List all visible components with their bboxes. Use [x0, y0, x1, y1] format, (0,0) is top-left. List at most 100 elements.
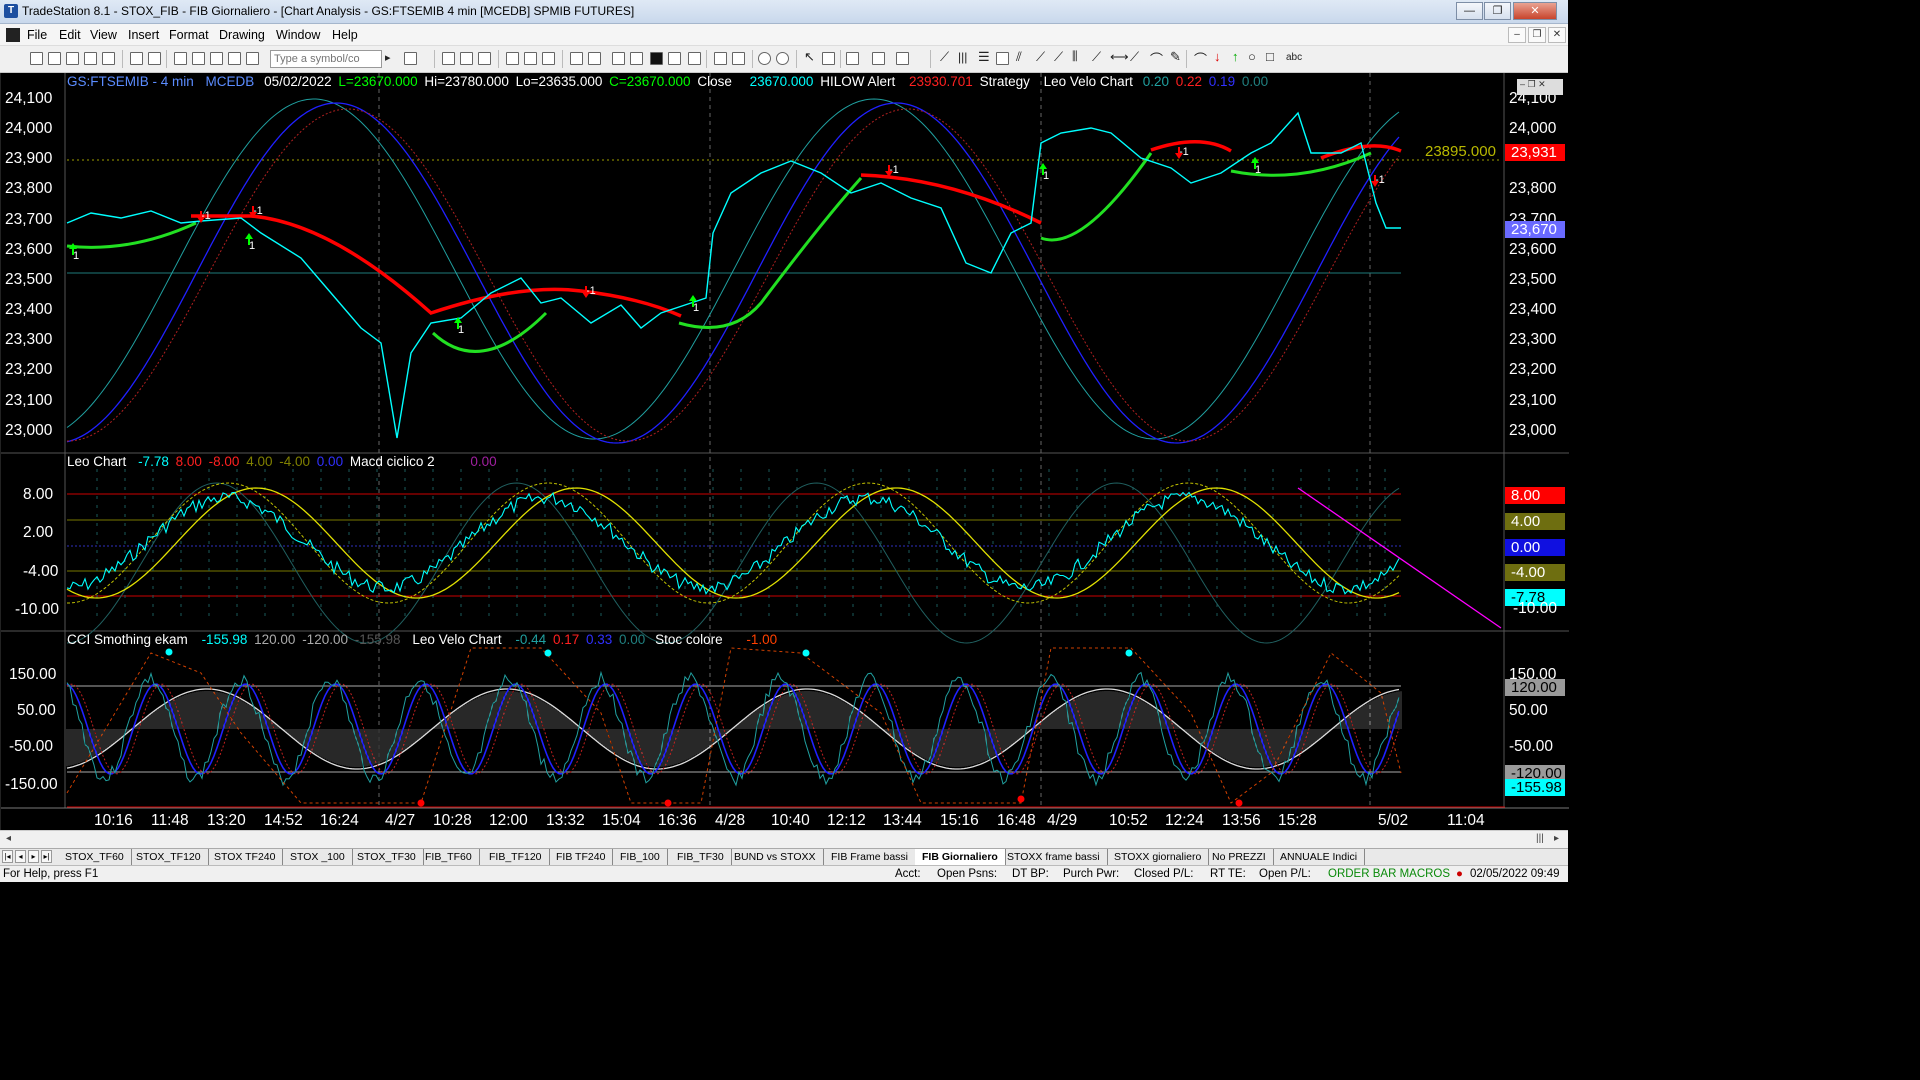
menu-format[interactable]: Format [169, 28, 209, 42]
candlestick-icon[interactable] [650, 52, 663, 65]
menu-insert[interactable]: Insert [128, 28, 160, 42]
down-arrow-icon[interactable]: ↓ [1214, 49, 1221, 64]
insert-indicator-icon[interactable] [460, 52, 473, 65]
tab-annuale-indici[interactable]: ANNUALE Indici [1273, 849, 1366, 865]
cut-icon[interactable] [174, 52, 187, 65]
print-icon[interactable] [148, 52, 161, 65]
line-chart-icon[interactable] [668, 52, 681, 65]
tab-fib-tf30[interactable]: FIB_TF30 [670, 849, 732, 865]
alert-icon[interactable] [896, 52, 909, 65]
bar-spacing-decrease-icon[interactable] [714, 52, 727, 65]
data-tip-icon[interactable] [822, 52, 835, 65]
tab-stox-tf30[interactable]: STOX_TF30 [350, 849, 424, 865]
mdi-minimize-button[interactable]: – [1508, 27, 1526, 43]
tab-stoxx-frame-bassi[interactable]: STOXX frame bassi [1000, 849, 1108, 865]
ellipse-icon[interactable]: ○ [1248, 49, 1256, 64]
zoom-out-icon[interactable] [776, 52, 789, 65]
tab-first-icon[interactable]: |◂ [2, 850, 13, 863]
symbol-lookup-icon[interactable] [404, 52, 417, 65]
mdi-close-button[interactable]: ✕ [1548, 27, 1566, 43]
tab-last-icon[interactable]: ▸| [41, 850, 52, 863]
menu-view[interactable]: View [90, 28, 117, 42]
maximize-button[interactable]: ❐ [1484, 2, 1511, 20]
text-tool-icon[interactable]: abc [1286, 52, 1303, 63]
up-arrow-icon[interactable]: ↑ [1232, 49, 1239, 64]
zoom-in-icon[interactable] [758, 52, 771, 65]
menu-drawing[interactable]: Drawing [219, 28, 265, 42]
paste-icon[interactable] [210, 52, 223, 65]
save-icon[interactable] [84, 52, 97, 65]
close-button[interactable]: ✕ [1513, 2, 1557, 20]
pen-icon[interactable]: ✎ [1170, 49, 1181, 64]
chart-area[interactable]: 1 -1 -1 1 1 -1 1 -1 1 -1 1 -1 GS:FTSEMIB - 4 min MC… [0, 73, 1569, 830]
mdi-restore-button[interactable]: ❐ [1528, 27, 1546, 43]
print-preview-icon[interactable] [130, 52, 143, 65]
tab-bund-vs-stoxx[interactable]: BUND vs STOXX [727, 849, 824, 865]
menu-help[interactable]: Help [332, 28, 358, 42]
tab-fib-frame-bassi[interactable]: FIB Frame bassi [824, 849, 917, 865]
scroll-right-icon[interactable]: ▸ [1554, 833, 1560, 844]
symbol-input[interactable] [270, 50, 382, 68]
shapes-icon[interactable] [246, 52, 259, 65]
vertical-lines-icon[interactable]: ||| [958, 50, 968, 64]
insert-strategy-icon[interactable] [478, 52, 491, 65]
menu-window[interactable]: Window [276, 28, 321, 42]
gann-fan-icon[interactable]: ⟋ [1054, 49, 1064, 64]
style-icon[interactable] [506, 52, 519, 65]
minimize-button[interactable]: — [1456, 2, 1483, 20]
tab-fib-giornaliero[interactable]: FIB Giornaliero [915, 849, 1006, 865]
tab-prev-icon[interactable]: ◂ [15, 850, 26, 863]
tab-fib-tf120[interactable]: FIB_TF120 [482, 849, 550, 865]
scroll-left-icon[interactable]: ◂ [6, 833, 12, 844]
window-linking-icon[interactable] [588, 52, 601, 65]
tab-stox-tf120[interactable]: STOX_TF120 [129, 849, 209, 865]
new-icon[interactable] [30, 52, 43, 65]
chart-properties-icon[interactable] [542, 52, 555, 65]
curve-icon[interactable]: ⌒ [1194, 52, 1208, 67]
go-arrow-icon[interactable]: ▸ [385, 52, 391, 64]
andrews-pitchfork-icon[interactable]: ⟋ [1036, 49, 1046, 64]
tools-icon[interactable] [846, 52, 859, 65]
insert-analysis-icon[interactable] [442, 52, 455, 65]
tradestation-window: T TradeStation 8.1 - STOX_FIB - FIB Gior… [0, 0, 1569, 882]
copy-icon[interactable] [192, 52, 205, 65]
order-entry-icon[interactable] [872, 52, 885, 65]
regression-icon[interactable]: ⫼ [1072, 49, 1078, 63]
horizontal-scrollbar[interactable]: ◂ ||| ▸ [0, 830, 1568, 848]
tab-fib-tf60[interactable]: FIB_TF60 [418, 849, 480, 865]
tab-fib-tf240[interactable]: FIB TF240 [549, 849, 614, 865]
arrows-icon[interactable]: ⟷ [1110, 49, 1129, 64]
scroll-thumb-icon[interactable]: ||| [1536, 833, 1544, 844]
speed-line-icon[interactable]: ⟋ [1092, 49, 1102, 64]
save-all-icon[interactable] [102, 52, 115, 65]
tab-stox-tf60[interactable]: STOX_TF60 [58, 849, 132, 865]
open-workspace-icon[interactable] [66, 52, 79, 65]
rectangle-icon[interactable]: □ [1266, 49, 1274, 64]
ohlc-icon[interactable] [688, 52, 701, 65]
menu-file[interactable]: File [27, 28, 48, 42]
pane-controls[interactable]: – ❐ ✕ [1517, 79, 1563, 95]
channel-icon[interactable] [996, 52, 1009, 65]
delete-icon[interactable] [228, 52, 241, 65]
pointer-icon[interactable]: ↖ [804, 49, 815, 64]
open-icon[interactable] [48, 52, 61, 65]
fib-retracement-icon[interactable]: ⫽ [1016, 49, 1022, 64]
data-window-icon[interactable] [612, 52, 625, 65]
tab-stox-100[interactable]: STOX _100 [283, 849, 353, 865]
window-icon[interactable] [570, 52, 583, 65]
fib-arc-icon[interactable]: ⌒ [1150, 52, 1164, 67]
tab-fib-100[interactable]: FIB_100 [613, 849, 668, 865]
bar-type-icon[interactable] [524, 52, 537, 65]
menu-edit[interactable]: Edit [59, 28, 81, 42]
tab-no-prezzi[interactable]: No PREZZI [1205, 849, 1274, 865]
trade-bar-icon[interactable] [630, 52, 643, 65]
tab-stoxx-giornaliero[interactable]: STOXX giornaliero [1107, 849, 1210, 865]
chart-window-icon[interactable] [6, 28, 20, 42]
trendline-icon[interactable]: ⟋ [940, 49, 950, 64]
stoc-label: Stoc colore [655, 632, 723, 647]
horizontal-line-icon[interactable]: ☰ [978, 49, 990, 64]
ruler-icon[interactable]: ⟋ [1130, 49, 1140, 64]
bar-spacing-increase-icon[interactable] [732, 52, 745, 65]
tab-stox-tf240[interactable]: STOX TF240 [207, 849, 284, 865]
tab-next-icon[interactable]: ▸ [28, 850, 39, 863]
